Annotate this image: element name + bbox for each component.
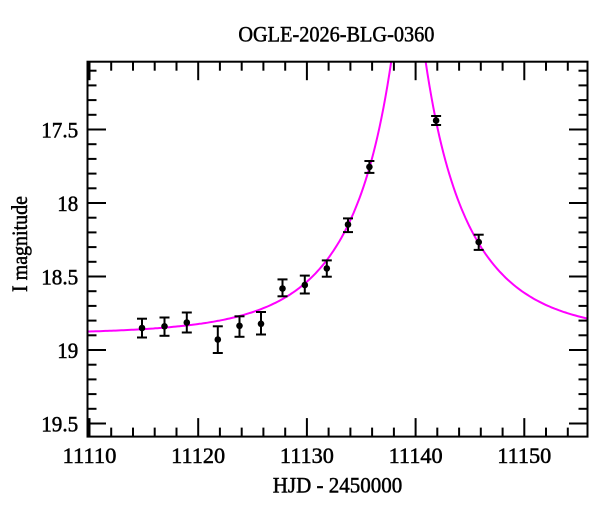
- svg-text:HJD - 2450000: HJD - 2450000: [273, 473, 403, 498]
- svg-text:17.5: 17.5: [41, 117, 78, 142]
- svg-text:19.5: 19.5: [41, 411, 78, 436]
- svg-text:18: 18: [57, 191, 78, 216]
- svg-text:11110: 11110: [63, 443, 117, 468]
- svg-text:11150: 11150: [497, 443, 551, 468]
- svg-text:11140: 11140: [389, 443, 443, 468]
- svg-text:11130: 11130: [280, 443, 334, 468]
- svg-text:18.5: 18.5: [41, 264, 78, 289]
- svg-text:I magnitude: I magnitude: [7, 196, 32, 292]
- svg-text:19: 19: [57, 338, 78, 363]
- svg-text:OGLE-2026-BLG-0360: OGLE-2026-BLG-0360: [238, 21, 434, 46]
- svg-text:11120: 11120: [171, 443, 225, 468]
